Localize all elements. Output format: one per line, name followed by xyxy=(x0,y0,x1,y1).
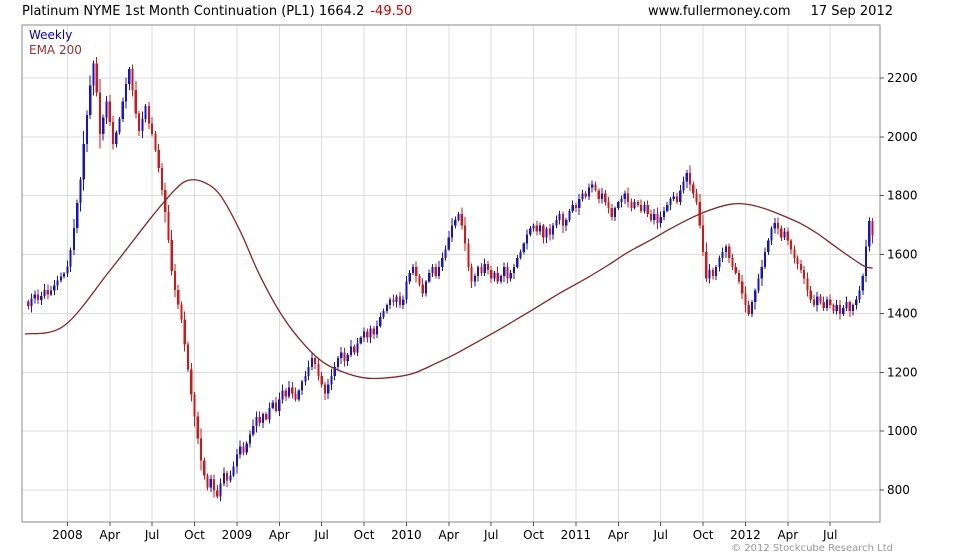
x-tick-label: Oct xyxy=(693,528,714,542)
x-tick-label: 2009 xyxy=(222,528,253,542)
x-tick-label: Apr xyxy=(438,528,459,542)
ema-200-line xyxy=(24,179,873,380)
plot-border xyxy=(21,24,881,523)
x-tick-label: 2012 xyxy=(730,528,761,542)
x-tick-label: Jul xyxy=(313,528,328,542)
y-tick-label: 2000 xyxy=(887,130,918,144)
x-tick-label: 2008 xyxy=(52,528,83,542)
header-row: Platinum NYME 1st Month Continuation (PL… xyxy=(22,4,412,19)
y-tick-label: 800 xyxy=(887,483,910,497)
x-tick-label: Jul xyxy=(483,528,498,542)
y-tick-label: 1200 xyxy=(887,365,918,379)
x-tick-label: 2010 xyxy=(391,528,422,542)
x-tick-label: Oct xyxy=(354,528,375,542)
y-tick-label: 1800 xyxy=(887,189,918,203)
y-tick-label: 1000 xyxy=(887,424,918,438)
y-tick-label: 2200 xyxy=(887,71,918,85)
legend-ema-200: EMA 200 xyxy=(29,43,82,57)
x-tick-label: Apr xyxy=(777,528,798,542)
x-tick-label: Jul xyxy=(822,528,837,542)
legend-weekly: Weekly xyxy=(29,28,73,42)
x-tick-label: Jul xyxy=(652,528,667,542)
chart-title: Platinum NYME 1st Month Continuation (PL… xyxy=(22,4,365,19)
x-tick-label: Jul xyxy=(144,528,159,542)
x-tick-label: Apr xyxy=(608,528,629,542)
price-change: -49.50 xyxy=(370,4,413,19)
x-tick-label: Apr xyxy=(269,528,290,542)
x-tick-label: 2011 xyxy=(561,528,592,542)
grid-lines xyxy=(22,25,880,522)
y-tick-label: 1600 xyxy=(887,248,918,262)
x-tick-label: Oct xyxy=(523,528,544,542)
x-tick-label: Oct xyxy=(184,528,205,542)
x-tick-label: Apr xyxy=(99,528,120,542)
chart-date: 17 Sep 2012 xyxy=(810,4,893,19)
site-url: www.fullermoney.com xyxy=(648,4,791,19)
candlesticks xyxy=(27,56,874,501)
y-tick-label: 1400 xyxy=(887,306,918,320)
y-axis: 800 1000 1200 1400 1600 1800 2000 2200 xyxy=(880,71,918,497)
copyright-notice: © 2012 Stockcube Research Ltd xyxy=(731,543,893,554)
x-axis: 2008 Apr Jul Oct 2009 Apr Jul Oct 2010 Apr Jul Oct 2… xyxy=(52,522,837,542)
legend: Weekly EMA 200 xyxy=(29,28,82,58)
